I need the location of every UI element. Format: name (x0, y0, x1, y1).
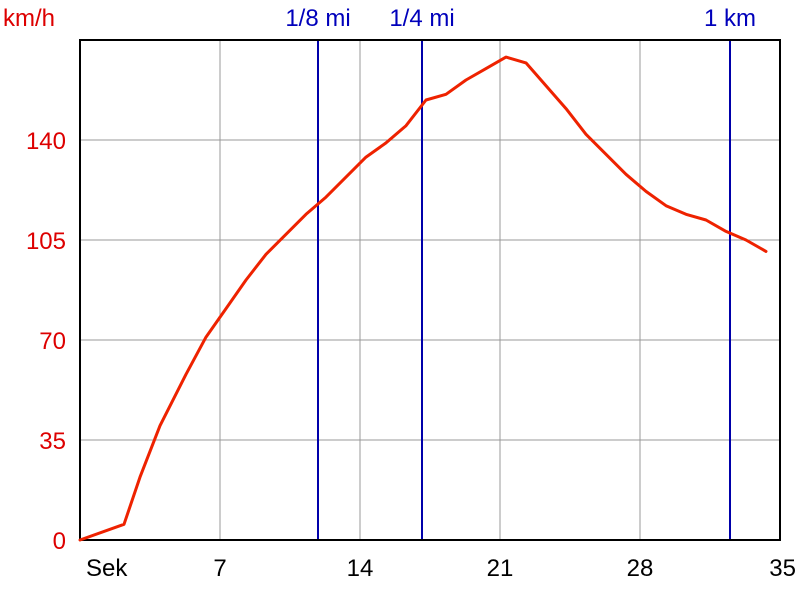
distance-marker-label: 1/4 mi (389, 5, 454, 32)
x-tick-label: 14 (347, 555, 374, 582)
y-tick-label: 35 (39, 428, 66, 455)
distance-marker-label: 1 km (704, 5, 756, 32)
x-tick-label: 21 (487, 555, 514, 582)
y-tick-label: 0 (53, 528, 66, 555)
plot-frame (79, 39, 781, 541)
y-tick-label: 70 (39, 328, 66, 355)
y-axis-unit-label: km/h (3, 5, 55, 32)
x-tick-label: 7 (213, 555, 226, 582)
distance-markers: 1/8 mi 1/4 mi 1 km (285, 5, 756, 540)
y-tick-labels: 0 35 70 105 140 (26, 128, 66, 555)
speed-series-line (78, 55, 768, 542)
x-tick-labels: 7 14 21 28 35 (213, 555, 796, 582)
y-tick-label: 105 (26, 228, 66, 255)
x-tick-label: 35 (769, 555, 796, 582)
x-tick-label: 28 (627, 555, 654, 582)
grid-layer (80, 40, 780, 540)
y-tick-label: 140 (26, 128, 66, 155)
distance-marker-label: 1/8 mi (285, 5, 350, 32)
x-axis-unit-label: Sek (86, 555, 128, 582)
